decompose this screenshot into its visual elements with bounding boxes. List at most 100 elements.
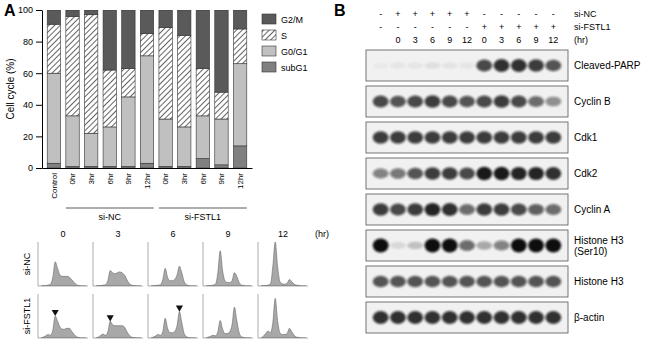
tick-label: 3hr <box>87 173 96 185</box>
band <box>459 96 475 108</box>
blot: -+++++-----si-NC------+++++si-FSTL103691… <box>366 9 641 333</box>
band <box>425 131 441 143</box>
band <box>528 276 544 288</box>
band <box>528 204 544 215</box>
legend-label: G2/M <box>281 15 303 25</box>
bar-segment <box>140 34 153 56</box>
band <box>442 167 458 179</box>
bar-segment <box>196 10 209 68</box>
column-label: 9 <box>225 229 230 239</box>
tick-mark <box>36 73 42 74</box>
band <box>528 131 544 143</box>
histogram-area <box>41 262 86 286</box>
column-label: 3 <box>115 229 120 239</box>
bar-segment <box>215 119 228 165</box>
band <box>373 131 389 143</box>
histogram-panel <box>258 242 308 286</box>
panel-label: A <box>4 2 16 19</box>
band <box>407 168 423 180</box>
tick-label: 9hr <box>217 173 226 185</box>
histogram-panel <box>38 242 88 286</box>
bar-segment <box>196 116 209 159</box>
band <box>494 203 510 215</box>
band <box>390 96 406 108</box>
legend-swatch <box>262 62 276 72</box>
band-label: Cdk1 <box>574 132 598 143</box>
bar-segment <box>196 159 209 168</box>
figure: AB020406080100Cell cycle (%)Control0hr3h… <box>0 0 650 345</box>
bar-chart: 020406080100Cell cycle (%)Control0hr3hr6… <box>5 5 308 222</box>
condition-sign: - <box>466 22 469 32</box>
time-label: 6 <box>430 35 435 45</box>
tick: 3hr <box>180 173 189 185</box>
condition-sign: - <box>396 22 399 32</box>
bar-segment <box>233 146 246 168</box>
bar-segment <box>66 16 79 116</box>
blot-strip <box>366 266 568 297</box>
tick-label: 80 <box>23 37 33 47</box>
band <box>459 276 475 288</box>
tick: 80 <box>23 37 42 47</box>
bar-segment <box>159 27 172 119</box>
group-label: si-FSTL1 <box>185 212 222 222</box>
band <box>425 95 441 107</box>
condition-sign: + <box>413 9 418 19</box>
condition-sign: + <box>516 22 521 32</box>
band <box>390 168 406 178</box>
band <box>442 62 458 68</box>
blot-strip <box>366 86 568 117</box>
band <box>390 276 406 288</box>
legend-label: G0/G1 <box>281 47 308 57</box>
blot-strip <box>366 50 568 81</box>
tick: 6hr <box>199 173 208 185</box>
bar-segment <box>66 116 79 167</box>
band <box>545 311 561 324</box>
bar-segment <box>215 92 228 119</box>
band <box>442 276 458 288</box>
band <box>390 131 406 143</box>
time-unit: (hr) <box>574 35 588 45</box>
condition-sign: - <box>379 9 382 19</box>
bar-segment <box>47 10 60 24</box>
blot-strip <box>366 230 568 261</box>
bar-segment <box>122 10 135 68</box>
bar-segment <box>84 15 97 134</box>
band <box>407 203 423 215</box>
condition-sign: + <box>533 22 538 32</box>
tick-label: 60 <box>23 69 33 79</box>
panel-axes <box>93 294 143 338</box>
tick-mark <box>36 42 42 43</box>
tick: 9hr <box>217 173 226 185</box>
bar-segment <box>103 127 116 167</box>
band <box>476 241 492 249</box>
band <box>511 239 527 253</box>
band <box>545 204 561 215</box>
histogram-area <box>151 312 196 338</box>
bar-segment <box>215 165 228 168</box>
band <box>425 276 441 288</box>
tick-label: 0 <box>28 163 33 173</box>
condition-sign: + <box>499 22 504 32</box>
panel-axes <box>148 242 198 286</box>
band <box>511 204 527 216</box>
legend-swatch <box>262 46 276 56</box>
time-label: 3 <box>499 35 504 45</box>
condition-sign: + <box>395 9 400 19</box>
tick: 9hr <box>124 173 133 185</box>
arrow-marker <box>176 306 183 312</box>
tick: 6hr <box>106 173 115 185</box>
time-label: 9 <box>534 35 539 45</box>
band <box>407 311 423 324</box>
column-label: 6 <box>170 229 175 239</box>
band <box>545 131 561 143</box>
band <box>373 203 389 215</box>
tick-label: 12hr <box>143 173 152 189</box>
band <box>511 311 527 324</box>
blot-strip <box>366 194 568 225</box>
histogram-grid: 036912(hr)si-NCsi-FSTL1 <box>22 229 329 338</box>
blot-strip <box>366 302 568 333</box>
bar-segment <box>215 10 228 92</box>
bar-segment <box>84 10 97 15</box>
band <box>476 60 492 72</box>
panel-axes <box>203 294 253 338</box>
